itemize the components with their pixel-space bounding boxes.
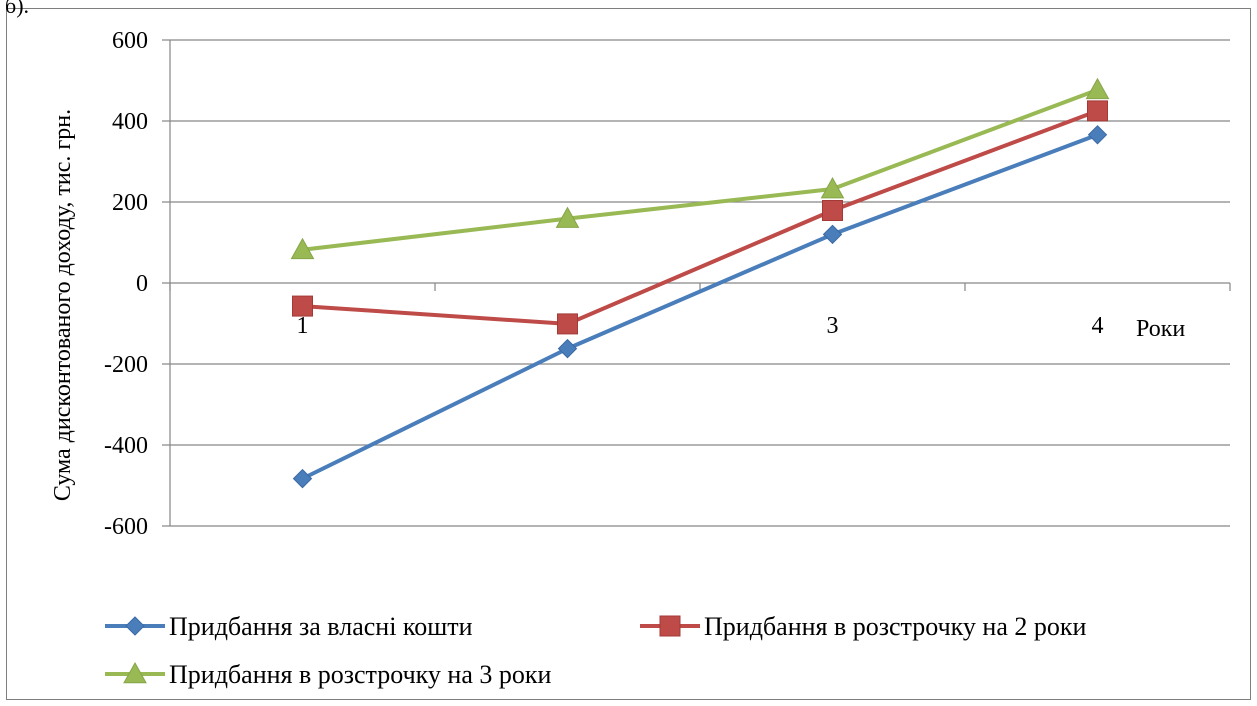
legend-swatch-marker [659, 615, 681, 637]
series-3-point [555, 206, 580, 228]
series-1-point [822, 224, 843, 245]
series-2-point [292, 295, 313, 317]
y-tick-label: 200 [112, 190, 148, 216]
series-2-point [822, 200, 843, 222]
x-axis-title: Роки [1136, 316, 1185, 342]
y-tick-label: 0 [136, 271, 148, 297]
y-axis [162, 39, 171, 527]
legend-item-3: Придбання в розстрочку на 3 роки [105, 660, 551, 689]
series-1-point [1087, 125, 1108, 145]
series-line-3 [302, 87, 1099, 252]
legend-label: Придбання за власні кошти [169, 612, 473, 641]
series-line-2 [302, 109, 1099, 326]
x-axis [169, 282, 1231, 291]
chart-frame: б). [5, 0, 1251, 700]
legend-swatch-marker [125, 616, 145, 636]
series-3-point [290, 237, 315, 260]
x-tick-label: 1 [297, 313, 309, 339]
y-tick-label: 600 [112, 28, 148, 54]
y-tick-label: -400 [104, 433, 148, 459]
legend-swatch-marker [123, 661, 147, 684]
x-tick-label: 3 [827, 313, 839, 339]
y-tick-label: -600 [104, 514, 148, 540]
y-tick-labels: 600 400 200 0 -200 -400 -600 [104, 28, 148, 540]
series-1-point [292, 468, 313, 489]
series-line-1 [301, 132, 1099, 481]
legend: Придбання за власні кошти Придбання в роз… [105, 612, 1086, 689]
series-markers [290, 77, 1110, 489]
series-3-point [820, 177, 845, 199]
series-3-point [1085, 77, 1110, 100]
y-axis-title: Сума дисконтованого доходу, тис. грн. [50, 109, 76, 501]
legend-item-1: Придбання за власні кошти [105, 612, 473, 641]
legend-item-2: Придбання в розстрочку на 2 роки [640, 612, 1086, 641]
x-tick-label: 4 [1092, 313, 1104, 339]
series-2-point [1087, 100, 1108, 122]
y-tick-label: 400 [112, 109, 148, 135]
series-1-point [557, 338, 578, 359]
legend-label: Придбання в розстрочку на 2 роки [704, 612, 1086, 641]
legend-label: Придбання в розстрочку на 3 роки [169, 660, 551, 689]
x-tick-labels: 1234 [297, 313, 1104, 339]
top-text-fragment: б). [5, 0, 30, 18]
series-2-point [557, 313, 578, 335]
series-lines [301, 87, 1099, 481]
y-tick-label: -200 [104, 352, 148, 378]
